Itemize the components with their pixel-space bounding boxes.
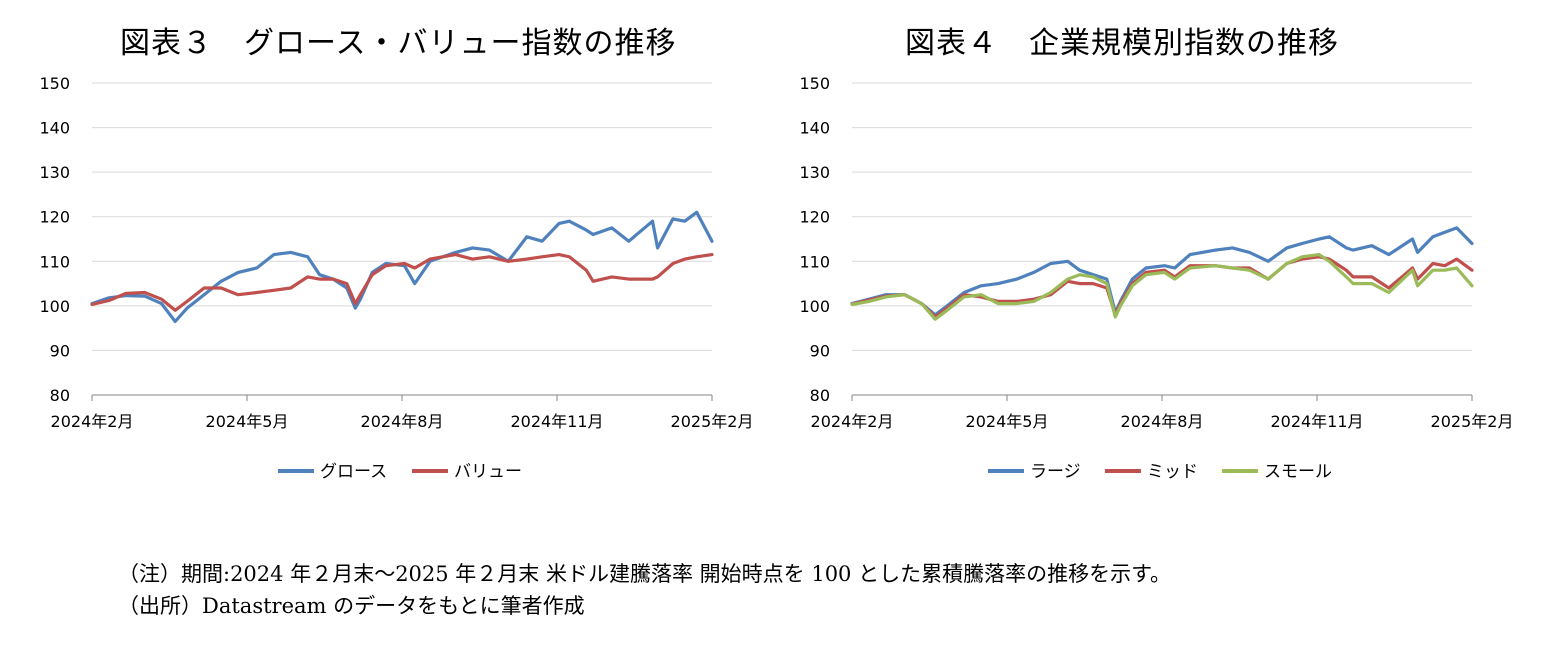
y-tick-label: 150 [39, 74, 70, 93]
x-tick-label: 2024年8月 [1121, 412, 1204, 431]
y-tick-label: 150 [799, 74, 830, 93]
y-tick-label: 90 [50, 341, 70, 360]
series-line-1 [90, 253, 714, 312]
y-tick-label: 100 [799, 297, 830, 316]
x-tick-label: 2024年5月 [966, 412, 1049, 431]
x-tick-label: 2024年8月 [361, 412, 444, 431]
x-tick-label: 2024年11月 [510, 412, 603, 431]
chart-title-right: 図表４ 企業規模別指数の推移 [905, 26, 1339, 61]
y-tick-label: 110 [39, 252, 70, 271]
chart-company-size: 80 90 100 110 120 130 140 150 2024年2月 2024年5月 2024… [799, 74, 1514, 482]
x-tick-label: 2024年2月 [51, 412, 134, 431]
y-tick-label: 90 [810, 341, 830, 360]
x-tick-label: 2024年11月 [1270, 412, 1363, 431]
chart-title-left: 図表３ グロース・バリュー指数の推移 [120, 26, 677, 61]
y-tick-label: 130 [799, 163, 830, 182]
series-line-0 [850, 226, 1474, 317]
series-line-2 [850, 253, 1474, 321]
y-tick-label: 120 [39, 208, 70, 227]
x-tick-label: 2025年2月 [671, 412, 754, 431]
y-tick-label: 140 [799, 119, 830, 138]
x-tick-label: 2024年5月 [206, 412, 289, 431]
legend-label: ラージ [1030, 462, 1081, 482]
legend-label: スモール [1264, 462, 1332, 482]
legend-label: バリュー [454, 462, 522, 482]
footnote-source: （出所）Datastream のデータをもとに筆者作成 [118, 594, 585, 618]
chart-growth-value: 80 90 100 110 120 130 140 150 2024年2月 2024年5月 2024… [39, 74, 754, 482]
y-tick-label: 80 [50, 386, 70, 405]
series-line-0 [90, 210, 714, 324]
legend-label: ミッド [1147, 462, 1198, 482]
y-tick-label: 130 [39, 163, 70, 182]
series-line-1 [850, 255, 1474, 319]
x-tick-label: 2024年2月 [811, 412, 894, 431]
y-tick-label: 80 [810, 386, 830, 405]
legend-label: グロース [320, 462, 387, 482]
y-tick-label: 110 [799, 252, 830, 271]
y-tick-label: 100 [39, 297, 70, 316]
y-tick-label: 140 [39, 119, 70, 138]
footnote-period: （注）期間:2024 年２月末～2025 年２月末 米ドル建騰落率 開始時点を … [118, 562, 1171, 586]
x-tick-label: 2025年2月 [1431, 412, 1514, 431]
y-tick-label: 120 [799, 208, 830, 227]
